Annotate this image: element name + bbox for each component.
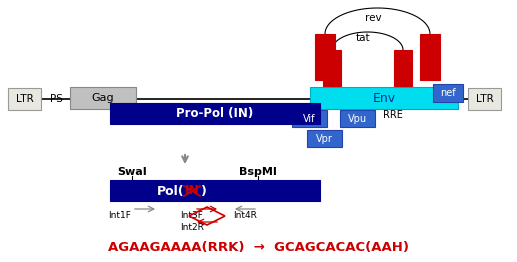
Bar [8, 88, 41, 110]
Text: RRE: RRE [383, 110, 403, 120]
Bar [307, 130, 342, 147]
Text: PS: PS [50, 94, 63, 104]
Text: Int3F: Int3F [180, 210, 203, 220]
Text: LTR: LTR [16, 94, 34, 104]
Text: LTR: LTR [476, 94, 493, 104]
Bar [70, 87, 136, 109]
Text: tat: tat [356, 33, 370, 43]
Text: SwaI: SwaI [117, 167, 147, 177]
Text: Int4R: Int4R [233, 210, 257, 220]
Text: Env: Env [372, 91, 396, 105]
Bar [394, 50, 412, 86]
Text: ): ) [201, 184, 207, 198]
Bar [433, 84, 463, 102]
Text: Gag: Gag [92, 93, 114, 103]
Bar [315, 34, 335, 80]
Text: IN: IN [185, 184, 200, 198]
Text: rev: rev [364, 13, 382, 23]
Bar [292, 110, 327, 127]
Text: Vif: Vif [303, 113, 316, 123]
Text: Pol(: Pol( [157, 184, 185, 198]
Text: Int1F: Int1F [109, 210, 131, 220]
Text: AGAAGAAAA(RRK)  →  GCAGCACAC(AAH): AGAAGAAAA(RRK) → GCAGCACAC(AAH) [108, 242, 408, 254]
Bar [310, 87, 458, 109]
Text: Pro-Pol (IN): Pro-Pol (IN) [176, 107, 254, 120]
Text: BspMI: BspMI [239, 167, 277, 177]
Text: Vpr: Vpr [316, 134, 333, 144]
Bar [420, 34, 440, 80]
Bar [323, 50, 341, 86]
Text: Int2R: Int2R [180, 223, 204, 232]
Bar [468, 88, 501, 110]
Bar [340, 110, 375, 127]
Bar [110, 103, 320, 124]
Text: Vpu: Vpu [348, 113, 367, 123]
Text: nef: nef [440, 88, 456, 98]
Bar [110, 180, 320, 201]
